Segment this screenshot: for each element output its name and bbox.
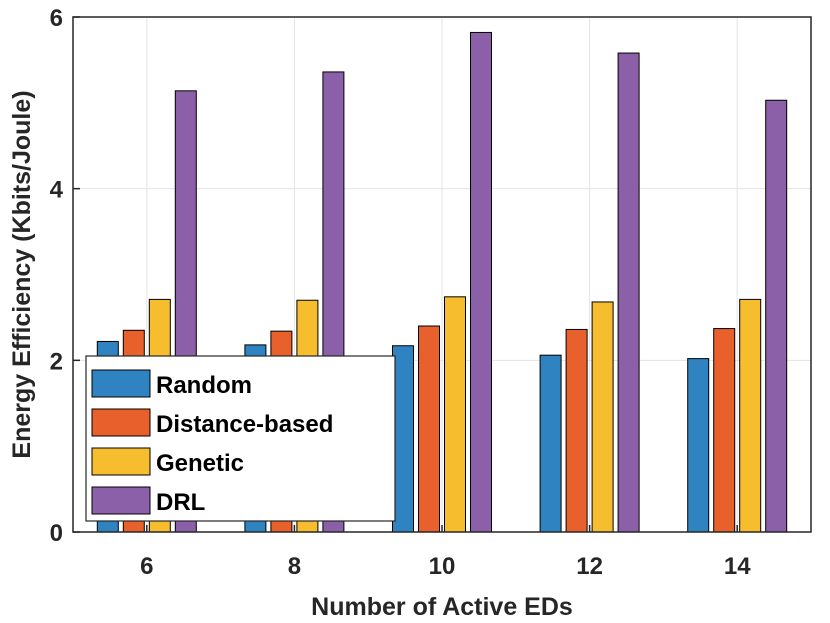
bar-genetic-12 — [591, 301, 614, 533]
x-tick-label: 12 — [576, 553, 603, 580]
bar-distance-based-10 — [418, 325, 440, 533]
legend-swatch-distance-based — [91, 408, 151, 437]
bar-random-12 — [539, 354, 562, 533]
bar-genetic-14 — [739, 298, 762, 533]
legend-label-genetic: Genetic — [156, 450, 244, 477]
y-tick-label: 6 — [50, 5, 63, 32]
legend-label-distance-based: Distance-based — [156, 411, 333, 438]
y-tick-label: 4 — [50, 177, 64, 204]
y-axis-label: Energy Efficiency (Kbits/Joule) — [8, 90, 36, 458]
y-tick-label: 2 — [50, 348, 63, 375]
x-axis-label: Number of Active EDs — [311, 593, 573, 621]
legend-swatch-genetic — [91, 447, 151, 476]
bar-distance-based-14 — [713, 328, 736, 533]
bar-random-10 — [392, 345, 414, 533]
legend-label-random: Random — [156, 372, 252, 399]
legend: Random Distance-based Genetic DRL — [85, 355, 396, 522]
legend-swatch-drl — [91, 486, 151, 515]
x-tick-label: 8 — [288, 553, 301, 580]
bar-random-14 — [687, 358, 710, 533]
x-tick-label: 10 — [429, 553, 456, 580]
bar-drl-10 — [470, 31, 492, 533]
tick-labels: 0 2 4 6 6 8 10 12 14 — [50, 5, 752, 580]
legend-swatch-random — [91, 369, 151, 398]
legend-label-drl: DRL — [156, 489, 205, 516]
x-tick-label: 14 — [724, 553, 751, 580]
bar-genetic-10 — [444, 296, 466, 533]
y-tick-label: 0 — [50, 520, 63, 547]
x-tick-label: 6 — [140, 553, 153, 580]
bar-distance-based-12 — [565, 328, 588, 533]
bar-drl-14 — [765, 99, 788, 533]
bar-drl-12 — [617, 52, 640, 533]
